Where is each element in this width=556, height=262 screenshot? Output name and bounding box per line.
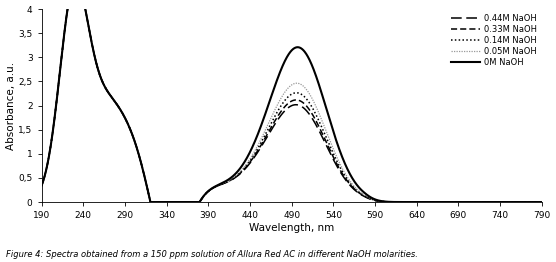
X-axis label: Wavelength, nm: Wavelength, nm [249,223,334,233]
Text: Figure 4: Spectra obtained from a 150 ppm solution of Allura Red AC in different: Figure 4: Spectra obtained from a 150 pp… [6,250,418,259]
Y-axis label: Absorbance, a.u.: Absorbance, a.u. [6,62,16,150]
Legend: 0.44M NaOH, 0.33M NaOH, 0.14M NaOH, 0.05M NaOH, 0M NaOH: 0.44M NaOH, 0.33M NaOH, 0.14M NaOH, 0.05… [450,13,538,68]
